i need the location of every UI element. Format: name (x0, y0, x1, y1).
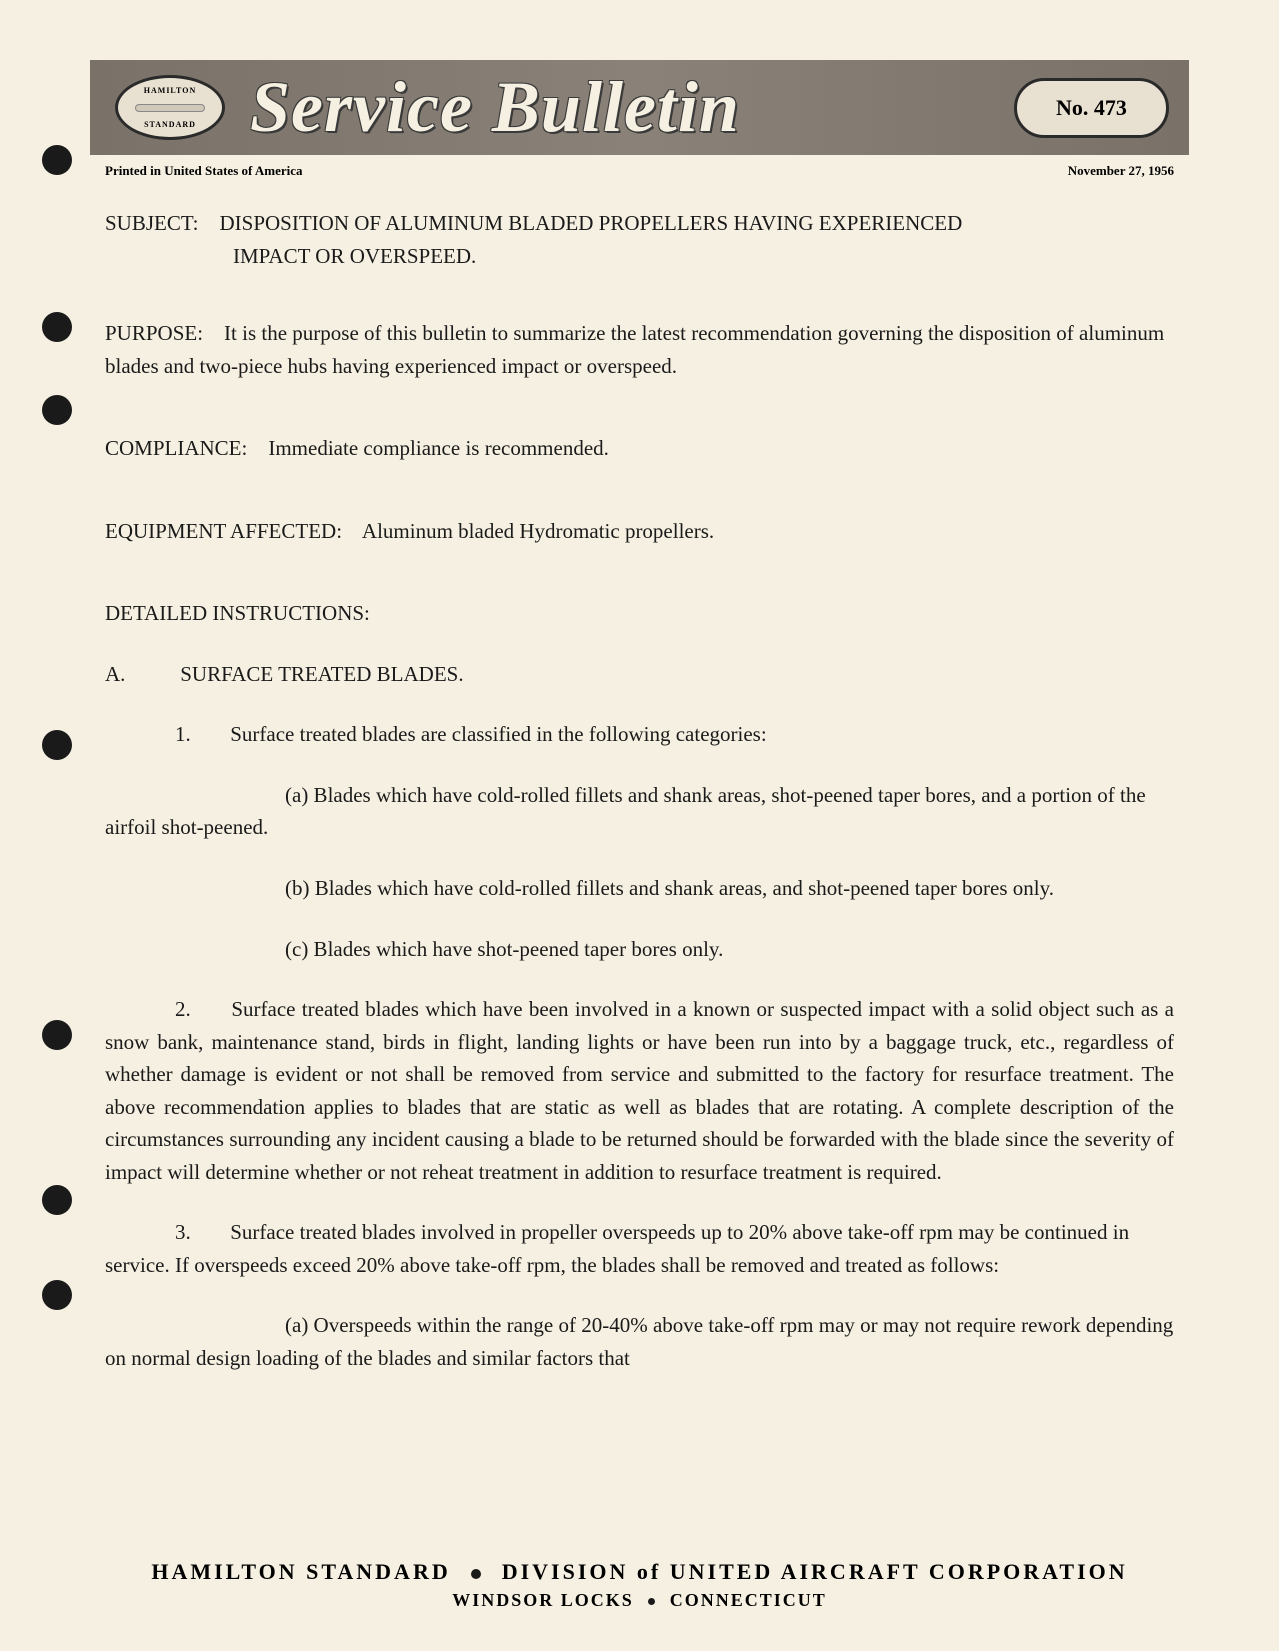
footer-company: HAMILTON STANDARD (151, 1559, 450, 1584)
footer-company-line: HAMILTON STANDARD DIVISION of UNITED AIR… (0, 1559, 1279, 1585)
equipment-section: EQUIPMENT AFFECTED: Aluminum bladed Hydr… (105, 515, 1174, 548)
subject-text-line2: IMPACT OR OVERSPEED. (233, 240, 1174, 273)
sub-item-3a: (a) Overspeeds within the range of 20-40… (105, 1309, 1174, 1374)
subject-section: SUBJECT: DISPOSITION OF ALUMINUM BLADED … (105, 207, 1174, 272)
sub-item-1a: (a) Blades which have cold-rolled fillet… (105, 779, 1174, 844)
printed-notice: Printed in United States of America (105, 163, 303, 179)
sub-item-text: (b) Blades which have cold-rolled fillet… (285, 876, 1054, 900)
item-number: 1. (175, 718, 225, 751)
hole-punch-icon (42, 1280, 72, 1310)
sub-item-1b: (b) Blades which have cold-rolled fillet… (105, 872, 1174, 905)
item-number: 3. (175, 1216, 225, 1249)
purpose-text: It is the purpose of this bulletin to su… (105, 321, 1164, 378)
hole-punch-icon (42, 145, 72, 175)
sub-item-text: (a) Overspeeds within the range of 20-40… (105, 1313, 1173, 1370)
section-title: SURFACE TREATED BLADES. (180, 662, 463, 686)
propeller-icon (135, 104, 205, 112)
equipment-label: EQUIPMENT AFFECTED: (105, 519, 342, 543)
item-text: Surface treated blades which have been i… (105, 997, 1174, 1184)
logo-ellipse-icon: HAMILTON STANDARD (115, 75, 225, 140)
compliance-label: COMPLIANCE: (105, 436, 247, 460)
subject-text-line1: DISPOSITION OF ALUMINUM BLADED PROPELLER… (219, 211, 962, 235)
subject-label: SUBJECT: (105, 211, 198, 235)
company-logo: HAMILTON STANDARD (115, 75, 225, 140)
sub-header: Printed in United States of America Nove… (90, 163, 1189, 179)
instruction-item-1: 1. Surface treated blades are classified… (105, 718, 1174, 751)
bullet-icon (471, 1569, 481, 1579)
compliance-text: Immediate compliance is recommended. (268, 436, 609, 460)
footer-location-line: WINDSOR LOCKS CONNECTICUT (0, 1590, 1279, 1611)
header-band: HAMILTON STANDARD Service Bulletin No. 4… (90, 60, 1189, 155)
instruction-item-3: 3. Surface treated blades involved in pr… (105, 1216, 1174, 1281)
document-date: November 27, 1956 (1068, 163, 1174, 179)
hole-punch-icon (42, 1185, 72, 1215)
logo-text-top: HAMILTON (144, 86, 196, 95)
footer-division: DIVISION of UNITED AIRCRAFT CORPORATION (502, 1559, 1128, 1584)
bulletin-title: Service Bulletin (250, 66, 740, 149)
footer-state: CONNECTICUT (670, 1590, 827, 1610)
hole-punch-icon (42, 730, 72, 760)
hole-punch-icon (42, 1020, 72, 1050)
instruction-item-2: 2. Surface treated blades which have bee… (105, 993, 1174, 1188)
section-letter: A. (105, 658, 175, 691)
equipment-text: Aluminum bladed Hydromatic propellers. (362, 519, 714, 543)
compliance-section: COMPLIANCE: Immediate compliance is reco… (105, 432, 1174, 465)
document-footer: HAMILTON STANDARD DIVISION of UNITED AIR… (0, 1559, 1279, 1611)
item-number: 2. (175, 993, 225, 1026)
hole-punch-icon (42, 395, 72, 425)
item-text: Surface treated blades are classified in… (230, 722, 766, 746)
footer-location: WINDSOR LOCKS (452, 1590, 634, 1610)
document-content: SUBJECT: DISPOSITION OF ALUMINUM BLADED … (90, 207, 1189, 1375)
instructions-header: DETAILED INSTRUCTIONS: (105, 597, 1174, 630)
bulletin-number-badge: No. 473 (1014, 78, 1169, 138)
purpose-section: PURPOSE: It is the purpose of this bulle… (105, 317, 1174, 382)
logo-text-bottom: STANDARD (144, 120, 196, 129)
hole-punch-icon (42, 312, 72, 342)
bullet-icon (648, 1598, 655, 1605)
purpose-label: PURPOSE: (105, 321, 203, 345)
sub-item-text: (c) Blades which have shot-peened taper … (285, 937, 723, 961)
item-text: Surface treated blades involved in prope… (105, 1220, 1129, 1277)
sub-item-1c: (c) Blades which have shot-peened taper … (105, 933, 1174, 966)
sub-item-text: (a) Blades which have cold-rolled fillet… (105, 783, 1146, 840)
section-a-header: A. SURFACE TREATED BLADES. (105, 658, 1174, 691)
document-page: HAMILTON STANDARD Service Bulletin No. 4… (0, 0, 1279, 1651)
